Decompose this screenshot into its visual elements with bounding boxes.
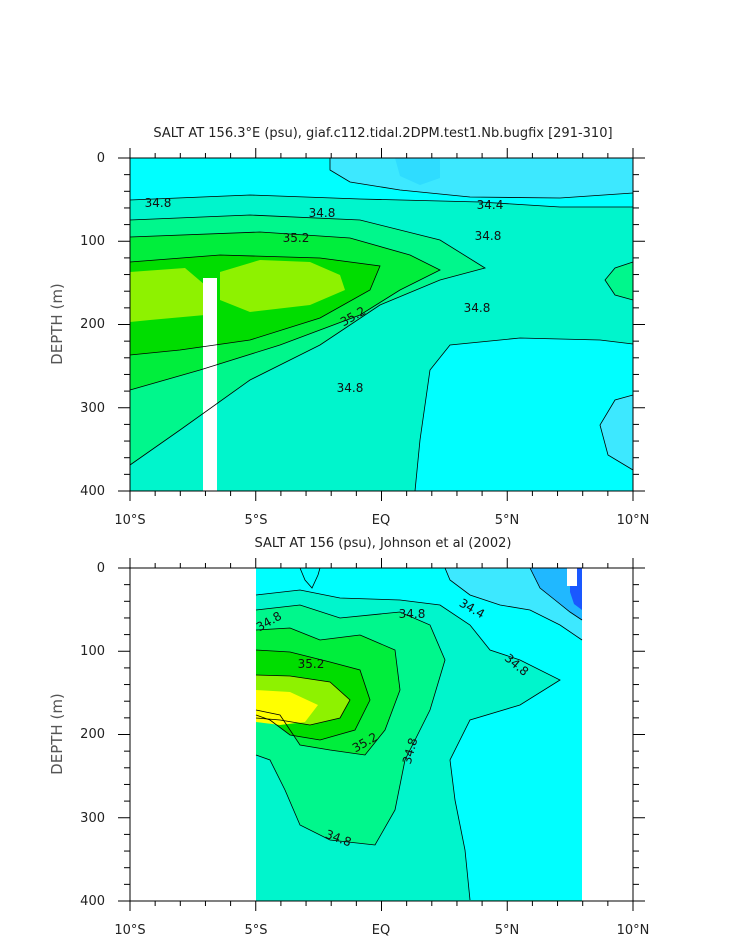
bottom-contour-label: 35.2 [298, 657, 325, 671]
top-contour-label: 34.8 [464, 301, 491, 315]
bottom-chart-title: SALT AT 156 (psu), Johnson et al (2002) [254, 536, 511, 551]
top-contour [329, 158, 634, 199]
top-contour-label: 34.8 [475, 229, 502, 243]
top-y-tick-label: 200 [80, 317, 105, 332]
bottom-y-tick-label: 100 [80, 644, 105, 659]
bottom-y-tick-label: 0 [97, 561, 105, 576]
bottom-contour [255, 604, 446, 846]
top-y-axis-label: DEPTH (m) [48, 283, 66, 365]
bottom-topography-mask [567, 568, 577, 586]
top-tick-marks [118, 148, 645, 501]
bottom-panel: SALT AT 156 (psu), Johnson et al (2002) … [48, 536, 649, 938]
bottom-tick-marks [118, 558, 645, 911]
top-x-tick-label: EQ [372, 513, 390, 528]
bottom-contour-label: 34.8 [399, 607, 426, 621]
top-contour [604, 261, 634, 301]
top-region-darkest-surface [395, 158, 440, 185]
top-x-tick-label: 5°N [495, 513, 520, 528]
top-contour [414, 337, 634, 492]
top-contour [599, 394, 634, 471]
top-x-tick-label: 10°S [114, 513, 145, 528]
top-contour-label: 34.8 [337, 381, 364, 395]
bottom-y-tick-label: 200 [80, 727, 105, 742]
top-region-lime [130, 268, 210, 322]
bottom-contour [299, 567, 321, 589]
top-contour-label: 34.8 [309, 206, 336, 220]
top-y-tick-label: 400 [80, 484, 105, 499]
bottom-x-tick-label: 10°S [114, 923, 145, 938]
bottom-x-tick-label: 5°N [495, 923, 520, 938]
bottom-contour [255, 589, 561, 901]
bottom-contour [255, 627, 401, 756]
top-topography-mask [203, 278, 217, 491]
bottom-x-tick-label: 10°N [617, 923, 650, 938]
top-contour [129, 231, 441, 391]
bottom-contour [529, 567, 583, 621]
bottom-x-tick-label: 5°S [244, 923, 267, 938]
top-contour [129, 214, 486, 466]
bottom-y-axis-label: DEPTH (m) [48, 693, 66, 775]
bottom-contour [255, 649, 371, 741]
top-contour-label: 34.4 [477, 198, 504, 212]
bottom-y-tick-label: 400 [80, 894, 105, 909]
top-contour [129, 194, 633, 208]
top-contour [129, 254, 381, 356]
top-region-lime-2 [220, 260, 345, 312]
bottom-contour [444, 567, 583, 641]
top-x-tick-label: 5°S [244, 513, 267, 528]
top-y-tick-label: 300 [80, 401, 105, 416]
top-panel: SALT AT 156.3°E (psu), giaf.c112.tidal.2… [48, 126, 649, 528]
bottom-contour-label: 34.8 [400, 736, 420, 765]
top-contour-label: 34.8 [145, 196, 172, 210]
top-y-tick-label: 0 [97, 151, 105, 166]
top-x-tick-label: 10°N [617, 513, 650, 528]
bottom-x-tick-label: EQ [372, 923, 390, 938]
top-region-deep-cyan [415, 338, 633, 491]
bottom-y-tick-label: 300 [80, 811, 105, 826]
bottom-contour [255, 674, 351, 726]
top-contour-label: 35.2 [283, 231, 310, 245]
top-region-deep-light [600, 395, 633, 470]
top-chart-title: SALT AT 156.3°E (psu), giaf.c112.tidal.2… [153, 126, 612, 141]
top-y-tick-label: 100 [80, 234, 105, 249]
bottom-region-max [256, 690, 318, 725]
bottom-region-cyan [256, 568, 582, 900]
